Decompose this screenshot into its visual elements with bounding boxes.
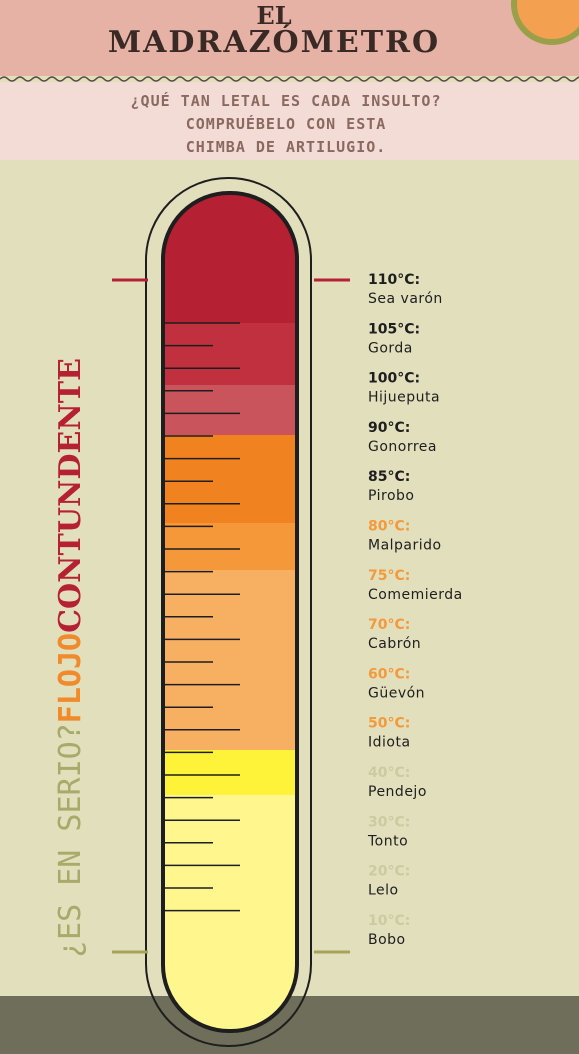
insult: Sea varón [368, 291, 443, 307]
temperature: 110°C: [368, 272, 420, 288]
temperature: 40°C: [368, 765, 410, 781]
insult: Gonorrea [368, 439, 437, 455]
temperature: 70°C: [368, 617, 410, 633]
side-label-part: ¿ES EN SERIO? [53, 723, 88, 958]
infographic: EL MADRAZÓMETRO ¿QUÉ TAN LETAL ES CADA I… [0, 0, 579, 1054]
insult: Comemierda [368, 587, 463, 603]
insult: Tonto [367, 833, 408, 849]
temperature: 60°C: [368, 666, 410, 682]
insult: Hijueputa [368, 390, 440, 406]
insult: Cabrón [368, 636, 421, 652]
thermometer-fill [163, 190, 297, 1035]
insult: Güevón [368, 685, 425, 701]
temperature: 85°C: [368, 469, 410, 485]
side-label-part: CONTUNDENTE [53, 358, 88, 633]
insult: Bobo [368, 932, 406, 948]
temperature: 20°C: [368, 864, 410, 880]
insult: Pirobo [368, 488, 415, 504]
temperature: 80°C: [368, 519, 410, 535]
insult: Gorda [368, 340, 413, 356]
temperature: 30°C: [368, 814, 410, 830]
temperature: 75°C: [368, 568, 410, 584]
temperature: 100°C: [368, 371, 420, 387]
side-label-part: FLOJO [53, 633, 88, 723]
insult: Lelo [368, 883, 399, 899]
insult: Malparido [368, 538, 442, 554]
side-label: ¿ES EN SERIO?FLOJOCONTUNDENTE [53, 358, 88, 958]
subtitle-line: COMPRUÉBELO CON ESTA [186, 114, 387, 133]
subtitle-line: ¿QUÉ TAN LETAL ES CADA INSULTO? [131, 91, 442, 110]
insult: Idiota [368, 735, 411, 751]
temperature: 50°C: [368, 716, 410, 732]
footer-band [0, 996, 579, 1054]
temperature: 105°C: [368, 321, 420, 337]
temperature: 10°C: [368, 913, 410, 929]
insult: Pendejo [368, 784, 427, 800]
temperature: 90°C: [368, 420, 410, 436]
title: MADRAZÓMETRO [108, 24, 440, 60]
subtitle-line: CHIMBA DE ARTILUGIO. [186, 138, 387, 156]
